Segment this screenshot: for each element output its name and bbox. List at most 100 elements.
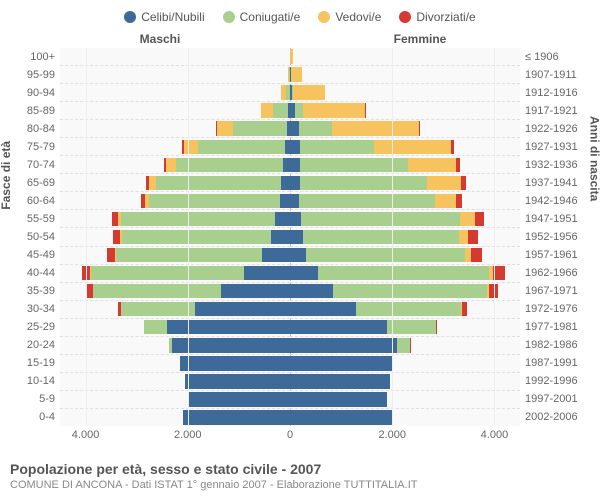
bar-row	[290, 84, 520, 102]
legend-dot	[318, 11, 330, 23]
legend-dot	[124, 11, 136, 23]
bar-segment	[374, 140, 451, 154]
bar-row	[60, 120, 290, 138]
bar-row	[290, 283, 520, 301]
birth-label: 2002-2006	[520, 408, 590, 426]
birth-label: 1962-1966	[520, 264, 590, 282]
bar-segment	[475, 212, 484, 226]
male-header: Maschi	[60, 32, 290, 46]
x-tick-label: 4.000	[72, 429, 100, 441]
x-tick-label: 0	[287, 429, 293, 441]
bar-segment	[290, 176, 300, 190]
birth-label: 1957-1961	[520, 246, 590, 264]
bar-segment	[172, 338, 290, 352]
bar-segment	[121, 302, 195, 316]
bar-row	[290, 138, 520, 156]
bar-row	[60, 66, 290, 84]
bar-segment	[149, 194, 279, 208]
bar-segment	[290, 302, 356, 316]
bar-segment	[156, 176, 281, 190]
birth-label: 1992-1996	[520, 372, 590, 390]
birth-year-labels: ≤ 19061907-19111912-19161917-19211922-19…	[520, 48, 590, 426]
x-ticks: 4.0002.00002.0004.000	[60, 429, 520, 443]
bar-segment	[290, 266, 318, 280]
bar-segment	[291, 67, 302, 81]
gender-headers: Maschi Femmine	[10, 32, 590, 46]
bar-row	[290, 409, 520, 426]
bar-segment	[144, 320, 167, 334]
age-label: 20-24	[10, 336, 60, 354]
chart-subtitle: COMUNE DI ANCONA - Dati ISTAT 1° gennaio…	[10, 479, 590, 491]
age-label: 60-64	[10, 192, 60, 210]
bar-row	[290, 210, 520, 228]
bar-row	[60, 174, 290, 192]
bar-segment	[460, 212, 475, 226]
age-label: 50-54	[10, 228, 60, 246]
bar-segment	[149, 176, 156, 190]
bar-segment	[221, 284, 290, 298]
bar-segment	[356, 302, 461, 316]
bar-segment	[116, 248, 262, 262]
birth-label: 1947-1951	[520, 210, 590, 228]
bar-row	[60, 283, 290, 301]
birth-label: 1907-1911	[520, 66, 590, 84]
chart-title: Popolazione per età, sesso e stato civil…	[10, 461, 590, 477]
birth-label: 1942-1946	[520, 192, 590, 210]
legend-dot	[223, 11, 235, 23]
legend-label: Celibi/Nubili	[141, 10, 204, 24]
bar-segment	[462, 302, 467, 316]
age-label: 40-44	[10, 264, 60, 282]
bar-segment	[167, 320, 290, 334]
bar-segment	[397, 338, 410, 352]
bar-segment	[290, 49, 293, 63]
bar-row	[60, 138, 290, 156]
x-tick-label: 2.000	[378, 429, 406, 441]
bar-segment	[290, 212, 301, 226]
bar-segment	[303, 230, 459, 244]
bar-segment	[188, 392, 290, 406]
birth-label: 1977-1981	[520, 318, 590, 336]
bar-segment	[262, 248, 290, 262]
bar-row	[60, 102, 290, 120]
birth-label: 1982-1986	[520, 336, 590, 354]
bar-segment	[303, 103, 364, 117]
bar-segment	[290, 140, 300, 154]
birth-label: 1937-1941	[520, 174, 590, 192]
bar-segment	[408, 158, 457, 172]
age-label: 75-79	[10, 138, 60, 156]
bar-row	[60, 373, 290, 391]
birth-label: 1967-1971	[520, 282, 590, 300]
bar-segment	[290, 121, 299, 135]
legend-label: Divorziati/e	[416, 10, 475, 24]
birth-label: ≤ 1906	[520, 48, 590, 66]
bar-row	[60, 355, 290, 373]
bar-segment	[122, 230, 270, 244]
birth-label: 1997-2001	[520, 390, 590, 408]
age-label: 100+	[10, 48, 60, 66]
bar-segment	[436, 320, 438, 334]
bar-row	[60, 319, 290, 337]
birth-label: 1932-1936	[520, 156, 590, 174]
bar-row	[290, 102, 520, 120]
birth-label: 1952-1956	[520, 228, 590, 246]
bar-segment	[333, 284, 486, 298]
age-label: 10-14	[10, 372, 60, 390]
legend-label: Coniugati/e	[240, 10, 301, 24]
bar-segment	[93, 284, 221, 298]
bar-segment	[290, 410, 392, 424]
population-pyramid-chart: Celibi/Nubili Coniugati/e Vedovi/e Divorzia…	[0, 0, 600, 500]
bar-segment	[290, 392, 387, 406]
bar-segment	[185, 374, 290, 388]
bar-row	[60, 247, 290, 265]
bar-row	[60, 391, 290, 409]
bar-segment	[290, 356, 392, 370]
legend-label: Vedovi/e	[335, 10, 381, 24]
bar-segment	[468, 230, 478, 244]
age-label: 80-84	[10, 120, 60, 138]
grid-line	[188, 48, 189, 426]
bar-segment	[275, 212, 290, 226]
birth-label: 1927-1931	[520, 138, 590, 156]
bar-segment	[290, 374, 390, 388]
bar-segment	[283, 158, 290, 172]
legend-item: Divorziati/e	[399, 10, 475, 24]
